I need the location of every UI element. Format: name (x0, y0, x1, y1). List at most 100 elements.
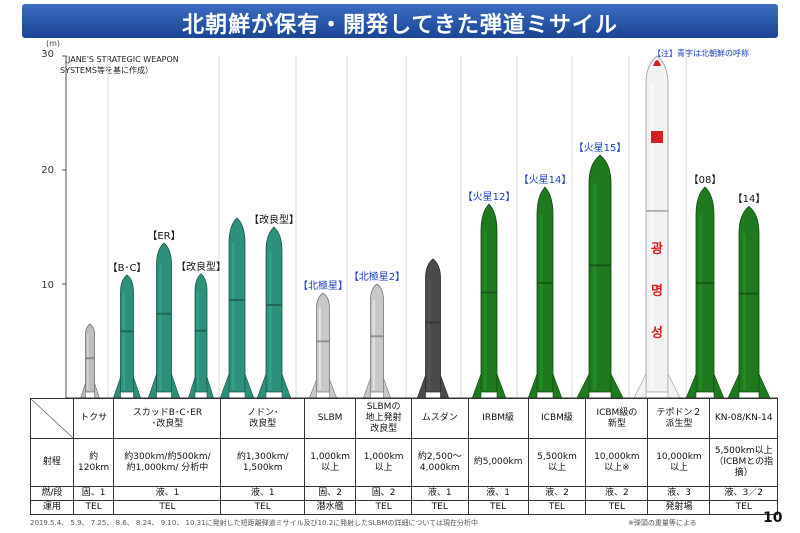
missile-label-slbm: 【北極星】 (298, 281, 348, 293)
page-number: 10 (763, 510, 783, 526)
table-header-cell: トクサ (72, 398, 115, 439)
table-cell: TEL (113, 500, 222, 515)
table-cell: TEL (709, 500, 778, 515)
table-cell: 液、3 (647, 486, 711, 501)
missile-fin (471, 373, 482, 399)
table-cell: 液、1 (467, 486, 529, 501)
missile-stage-band (370, 335, 384, 338)
missile-musudan (425, 258, 441, 393)
footnote: ※弾頭の重量等による (628, 519, 697, 527)
table-cell: TEL (410, 500, 469, 515)
table-cell: 約1,300km/1,500km (220, 438, 305, 487)
missile-stage-band (696, 282, 714, 285)
missile-highlight (592, 183, 597, 390)
missile-scud-bc (120, 274, 134, 393)
table-header-cell: ICBM級の 新型 (585, 398, 649, 439)
missile-fin (713, 373, 725, 399)
missile-highlight (483, 231, 487, 390)
axis-unit: (m) (46, 39, 61, 48)
missile-fin (133, 377, 142, 399)
missile-stage-band (229, 298, 245, 301)
table-row: 燃/段 固、1 液、1 液、1 固、2 固、2 液、1 液、1 液、2 液、2 液、3 液、3／2 (30, 486, 778, 501)
missile-fin (171, 373, 181, 399)
missile-hwasong12 (480, 203, 498, 393)
missile-kn08 (695, 186, 715, 393)
y-tick-30: 30 (41, 49, 54, 60)
missile-highlight (428, 278, 431, 390)
missile-highlight (649, 84, 654, 390)
page-title: 北朝鮮が保有・開発してきた弾道ミサイル (182, 13, 618, 38)
missile-fin (383, 378, 392, 399)
missile-highlight (539, 215, 543, 390)
table-header-cell: IRBM級 (467, 398, 529, 439)
table-cell: 液、1 (113, 486, 222, 501)
missile-stage-band (156, 312, 172, 315)
table-cell: 固、2 (303, 486, 357, 501)
table-cell: 1,000km 以上 (355, 438, 412, 487)
table-cell: 5,500km 以上 (527, 438, 587, 487)
missile-fin (576, 373, 590, 399)
missile-label-slbm-land: 【北極星2】 (348, 272, 406, 283)
table-cell: 液、1 (220, 486, 305, 501)
missile-label-hwasong15: 【火星15】 (573, 143, 627, 155)
missile-fin (94, 383, 100, 399)
table-cell: TEL (355, 500, 412, 515)
table-row: 射程約 120km 約300km/約500km/約1,000km/ 分析中 約1,30… (30, 438, 778, 487)
taepodong-letter: 명 (651, 283, 663, 299)
missile-kn14 (738, 205, 760, 393)
y-tick-10: 10 (41, 280, 54, 291)
missile-nodong (228, 217, 246, 393)
table-cell: 5,500km以上 （ICBMとの指 摘） (709, 438, 778, 487)
missile-slbm (316, 292, 330, 393)
missile-fin (308, 379, 317, 399)
missile-stage-band (195, 329, 207, 332)
missile-fin (727, 373, 740, 399)
spec-table: トクサ スカッドB･C･ER ･改良型 ノドン･ 改良型 SLBM SLBMの 地上発射 改良型… (30, 398, 778, 515)
missile-fin (329, 379, 338, 399)
table-header-cell: SLBMの 地上発射 改良型 (355, 398, 412, 439)
missile-highlight (231, 243, 235, 390)
missile-fin (281, 373, 292, 399)
table-header-cell: SLBM (303, 398, 357, 439)
missile-stage-band (316, 340, 330, 343)
missile-fin (256, 373, 267, 399)
missile-stage-band (120, 330, 134, 333)
table-cell: 1,000km 以上 (303, 438, 357, 487)
title-banner: 北朝鮮が保有・開発してきた弾道ミサイル (22, 4, 778, 38)
missile-fin (80, 383, 86, 399)
missile-fin (147, 373, 157, 399)
missile-label-scud-kai: 【改良型】 (176, 261, 226, 273)
missile-hwasong14 (536, 186, 554, 393)
table-cell: 10,000km 以上※ (585, 438, 649, 487)
missile-stage-band (589, 264, 611, 267)
taepodong-letter: 성 (651, 326, 663, 341)
missile-stage-band (739, 292, 759, 295)
y-tick-20: 20 (41, 165, 54, 176)
table-header-cell: スカッドB･C･ER ･改良型 (113, 398, 222, 439)
missile-taepodong2 (645, 55, 669, 393)
missile-fin (496, 373, 507, 399)
missile-highlight (372, 299, 375, 390)
missile-fin (552, 373, 563, 399)
table-cell: TEL (585, 500, 649, 515)
table-corner-cell (30, 398, 74, 439)
missile-stage-band (646, 209, 668, 212)
missile-fin (610, 373, 624, 399)
missile-hwasong15 (588, 154, 612, 393)
missile-stage-band (481, 291, 497, 294)
missile-fin (187, 376, 196, 399)
missile-label-scud-er: 【ER】 (147, 230, 181, 242)
table-row-label: 運用 (30, 500, 74, 515)
missile-highlight (742, 233, 746, 390)
missile-fin (416, 375, 426, 399)
missile-fin (244, 373, 255, 399)
missile-highlight (699, 215, 703, 390)
table-cell: 約5,000km (467, 438, 529, 487)
table-cell: 発射場 (647, 500, 711, 515)
table-cell: TEL (72, 500, 115, 515)
missile-fin (633, 373, 647, 399)
table-row-label: 燃/段 (30, 486, 74, 501)
taepodong-letter: 광 (651, 242, 663, 257)
missile-fin (758, 373, 771, 399)
